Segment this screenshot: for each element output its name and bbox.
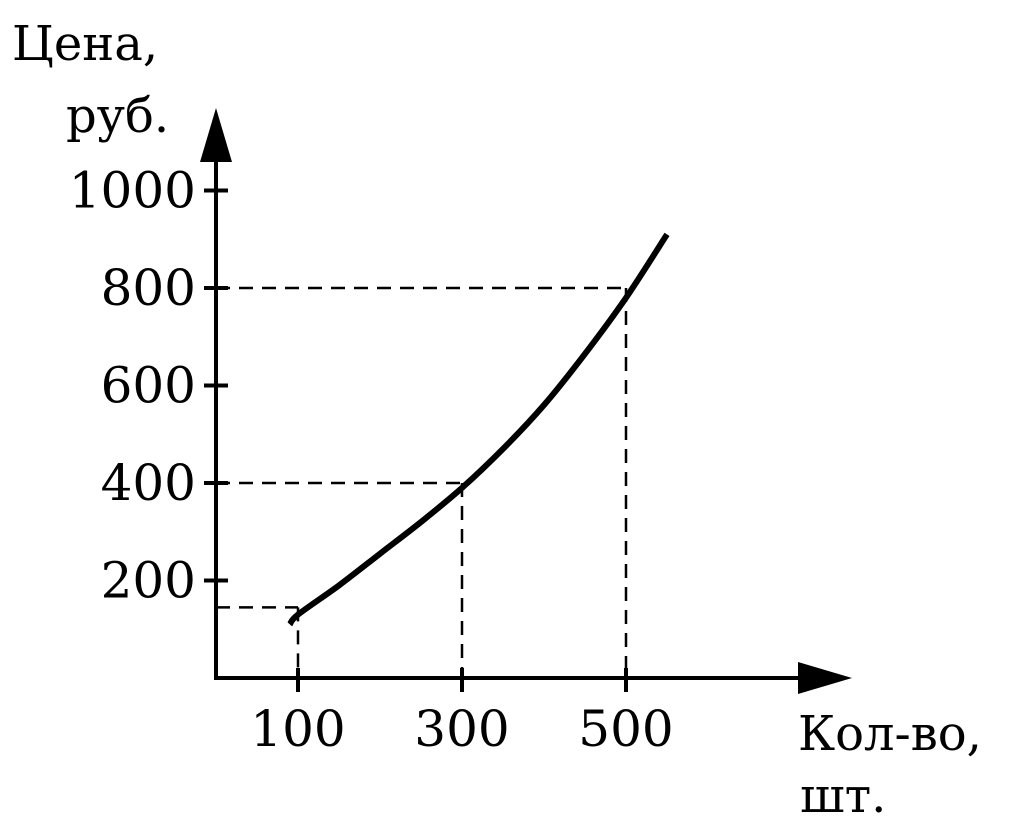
y-tick-label-400: 400 <box>101 454 196 512</box>
tick-marks <box>204 188 628 692</box>
x-tick-label-500: 500 <box>578 700 673 758</box>
series <box>287 232 670 627</box>
dashed-guide-lines <box>216 286 628 678</box>
y-tick-label-200: 200 <box>101 552 196 610</box>
y-tick-label-600: 600 <box>101 357 196 415</box>
y-axis-arrow-icon <box>200 108 232 162</box>
x-axis-arrow-icon <box>798 662 852 694</box>
axes <box>200 108 852 694</box>
x-axis-title-line-2: шт. <box>800 768 886 821</box>
series-curve-1 <box>287 232 670 627</box>
y-axis-title-line-1: Цена, <box>12 16 158 72</box>
x-tick-label-300: 300 <box>414 700 509 758</box>
y-axis-title-line-2: руб. <box>66 88 169 144</box>
tick-labels: 200 400 600 800 1000 100 300 500 <box>69 162 674 759</box>
y-tick-label-800: 800 <box>101 259 196 317</box>
x-axis-title-line-1: Кол-во, <box>798 706 982 762</box>
y-tick-label-1000: 1000 <box>69 162 196 220</box>
x-tick-label-100: 100 <box>250 700 345 758</box>
